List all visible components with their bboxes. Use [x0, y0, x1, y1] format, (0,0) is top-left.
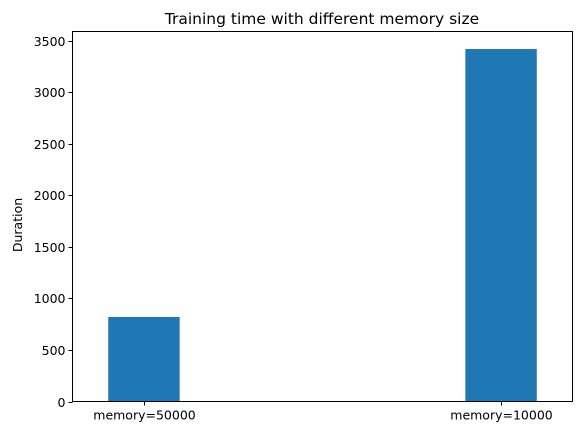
y-axis: 0 500 1000 1500 2000 2500 3000 3500	[34, 34, 73, 410]
y-axis-label: Duration	[10, 198, 25, 252]
bar-memory-10000	[465, 49, 537, 402]
plot-area-frame	[72, 31, 573, 402]
x-tick-label: memory=10000	[450, 408, 553, 423]
y-tick-label: 1000	[34, 291, 66, 306]
y-tick-label: 2500	[34, 137, 66, 152]
y-tick-label: 3500	[34, 34, 66, 49]
x-axis: memory=50000 memory=10000	[93, 401, 553, 423]
y-tick-label: 2000	[34, 188, 66, 203]
bar-memory-50000	[108, 316, 180, 402]
y-tick-label: 0	[58, 395, 66, 410]
bars-group	[108, 49, 537, 402]
chart-title: Training time with different memory size	[164, 10, 479, 28]
y-tick-label: 500	[42, 343, 66, 358]
x-tick-label: memory=50000	[93, 408, 196, 423]
y-tick-label: 3000	[34, 85, 66, 100]
y-tick-label: 1500	[34, 240, 66, 255]
